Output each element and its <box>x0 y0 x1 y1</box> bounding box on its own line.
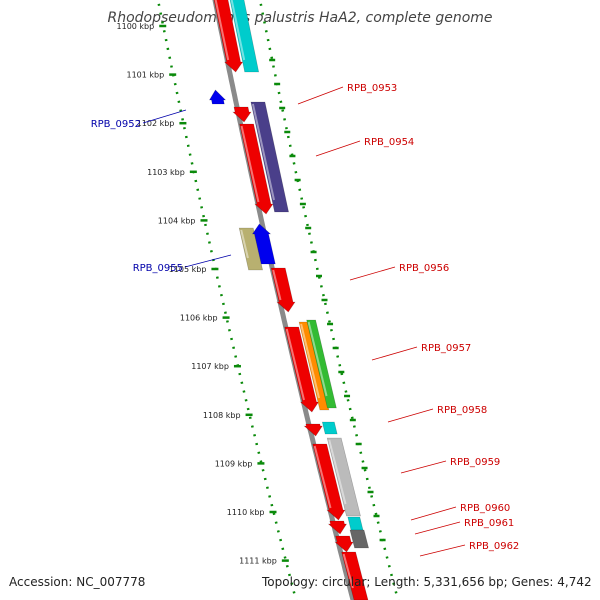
gene-RPB_0957-red-highlight <box>285 328 305 401</box>
gene-RPB_0960-red[interactable] <box>327 520 348 535</box>
gene-top-cyan-highlight <box>230 0 246 61</box>
gene-RPB_0954-purple-highlight <box>251 103 275 201</box>
tick-label: 1101 kbp <box>126 71 164 80</box>
gene-label-RPB_0959[interactable]: RPB_0959 <box>450 457 500 468</box>
gene-label-RPB_0958[interactable]: RPB_0958 <box>437 405 487 416</box>
gene-RPB_0959-red-highlight <box>313 445 332 509</box>
tick-label: 1103 kbp <box>147 168 185 177</box>
gene-RPB_0956[interactable] <box>270 267 296 313</box>
gene-label-RPB_0956[interactable]: RPB_0956 <box>399 263 449 274</box>
tick-group: 1100 kbp 1101 kbp 1102 kbp 1103 kbp 1104 kbp… <box>117 22 386 566</box>
label-leader <box>410 506 457 521</box>
gene-RPB_0957-orange[interactable] <box>298 321 330 411</box>
gene-RPB_0962-highlight <box>342 553 354 589</box>
gene-RPB_0954-red[interactable] <box>239 123 274 215</box>
gene-RPB_0959-grey[interactable] <box>326 437 361 517</box>
gene-RPB_0952[interactable] <box>208 89 227 105</box>
tick-label: 1107 kbp <box>191 362 229 371</box>
tick-label: 1110 kbp <box>227 508 265 517</box>
gene-RPB_0957-green[interactable] <box>306 319 337 409</box>
label-leader <box>400 460 447 474</box>
gene-top-red-highlight <box>214 0 230 61</box>
gene-RPB_0957-green-highlight <box>307 321 328 397</box>
label-leader <box>184 254 232 268</box>
gene-RPB_0960-cyan[interactable] <box>347 516 364 531</box>
label-leader <box>297 86 344 105</box>
gene-RPB_0955-blue[interactable] <box>251 223 276 265</box>
gene-top-red[interactable] <box>212 0 244 73</box>
label-leader <box>371 346 418 361</box>
gene-label-RPB_0952[interactable]: RPB_0952 <box>91 119 141 130</box>
label-leader <box>142 109 187 124</box>
gene-RPB_0959-grey-highlight <box>328 439 347 505</box>
gene-RPB_0956-highlight <box>272 269 282 301</box>
tick-label: 1109 kbp <box>215 459 253 468</box>
gene-label-RPB_0961[interactable]: RPB_0961 <box>464 518 514 529</box>
gene-top-cyan[interactable] <box>228 0 260 73</box>
tick-label: 1108 kbp <box>203 411 241 420</box>
topology-text: Topology: circular; Length: 5,331,656 bp… <box>262 575 592 589</box>
label-leader <box>419 544 466 557</box>
tick-label: 1104 kbp <box>158 216 196 225</box>
label-leader <box>349 266 396 281</box>
gene-RPB_0954-purple[interactable] <box>250 101 289 213</box>
gene-RPB_0961-red[interactable] <box>334 535 354 553</box>
gene-label-RPB_0953[interactable]: RPB_0953 <box>347 83 397 94</box>
accession-text: Accession: NC_007778 <box>9 575 146 589</box>
gene-RPB_0955-khaki-highlight <box>240 229 249 259</box>
gene-label-RPB_0957[interactable]: RPB_0957 <box>421 343 471 354</box>
gene-RPB_0954-red-highlight <box>240 125 260 203</box>
gene-features <box>208 0 369 600</box>
label-leader <box>414 521 461 535</box>
label-leader <box>315 140 361 157</box>
tick-label: 1100 kbp <box>117 22 155 31</box>
gene-label-RPB_0954[interactable]: RPB_0954 <box>364 137 414 148</box>
gene-RPB_0957-orange-highlight <box>300 323 320 399</box>
gene-label-RPB_0962[interactable]: RPB_0962 <box>469 541 519 552</box>
tick-label: 1111 kbp <box>239 557 277 566</box>
gene-RPB_0955-khaki[interactable] <box>238 227 263 271</box>
gene-labels: RPB_0953 RPB_0954 RPB_0956 RPB_0957 RPB_0958… <box>91 83 519 557</box>
gene-RPB_0957-red[interactable] <box>284 326 320 413</box>
tick-label: 1102 kbp <box>137 119 175 128</box>
gene-RPB_0958-red[interactable] <box>303 423 323 437</box>
gene-RPB_0953[interactable] <box>232 106 252 123</box>
label-leader <box>387 408 434 423</box>
gene-RPB_0959-red[interactable] <box>312 443 346 521</box>
tick-label: 1106 kbp <box>180 314 218 323</box>
map-title: Rhodopseudomonas palustris HaA2, complet… <box>107 10 493 26</box>
gene-RPB_0962[interactable] <box>341 551 369 600</box>
gene-RPB_0961-grey[interactable] <box>349 529 369 549</box>
gene-label-RPB_0955[interactable]: RPB_0955 <box>133 263 183 274</box>
tick-label: 1105 kbp <box>169 265 207 274</box>
gene-label-RPB_0960[interactable]: RPB_0960 <box>460 503 510 514</box>
gene-RPB_0958-cyan[interactable] <box>321 421 338 435</box>
